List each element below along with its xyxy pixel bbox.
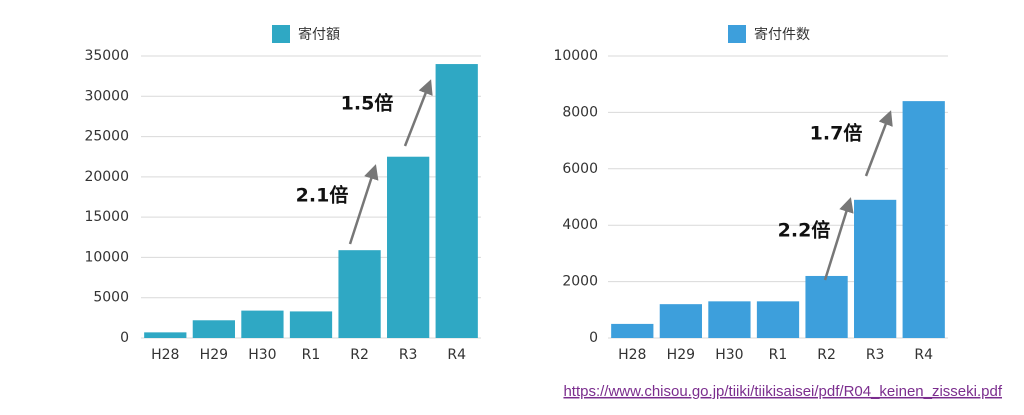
y-tick-label: 10000 [553,48,598,64]
growth-arrow [348,164,379,245]
y-tick-label: 0 [589,330,598,346]
growth-arrow [403,79,433,147]
bar [756,301,800,338]
y-tick-label: 4000 [562,217,598,233]
bar [708,301,751,338]
x-tick-label: H29 [200,347,228,363]
bar [435,64,478,339]
growth-arrow [823,197,854,281]
x-tick-label: R1 [769,347,788,363]
bar [192,320,235,338]
bar [611,323,654,338]
x-tick-label: H29 [667,347,695,363]
bar [338,250,381,338]
bar [144,332,187,338]
y-tick-label: 0 [120,330,129,346]
x-tick-label: H30 [248,347,276,363]
legend-label: 寄付額 [298,26,340,43]
x-tick-label: R4 [447,347,466,363]
x-tick-label: R2 [817,347,836,363]
annotation: 1.5倍 [341,92,394,115]
bar [289,311,333,338]
legend-swatch [728,25,746,43]
bar [659,304,702,338]
annotation: 2.2倍 [778,219,831,242]
source-link[interactable]: https://www.chisou.go.jp/tiiki/tiikisais… [563,383,1002,400]
bar [854,199,897,338]
bar [241,310,284,338]
y-tick-label: 8000 [562,104,598,120]
x-tick-label: R3 [399,347,418,363]
growth-arrow [864,110,893,177]
annotation: 2.1倍 [296,184,349,207]
x-tick-label: H28 [618,347,646,363]
y-tick-label: 15000 [84,209,129,225]
legend-swatch [272,25,290,43]
bar [387,156,430,338]
x-tick-label: H30 [715,347,743,363]
y-tick-label: 35000 [84,48,129,64]
y-tick-label: 5000 [93,290,129,306]
bar [805,275,848,338]
annotation: 1.7倍 [810,122,863,145]
legend-label: 寄付件数 [754,26,810,43]
y-tick-label: 20000 [84,169,129,185]
y-tick-label: 25000 [84,129,129,145]
y-tick-label: 10000 [84,249,129,265]
x-tick-label: H28 [151,347,179,363]
y-tick-label: 30000 [84,88,129,104]
y-tick-label: 6000 [562,161,598,177]
x-tick-label: R2 [350,347,369,363]
x-tick-label: R3 [866,347,885,363]
x-tick-label: R1 [302,347,321,363]
x-tick-label: R4 [914,347,933,363]
y-tick-label: 2000 [562,274,598,290]
bar [902,101,945,339]
